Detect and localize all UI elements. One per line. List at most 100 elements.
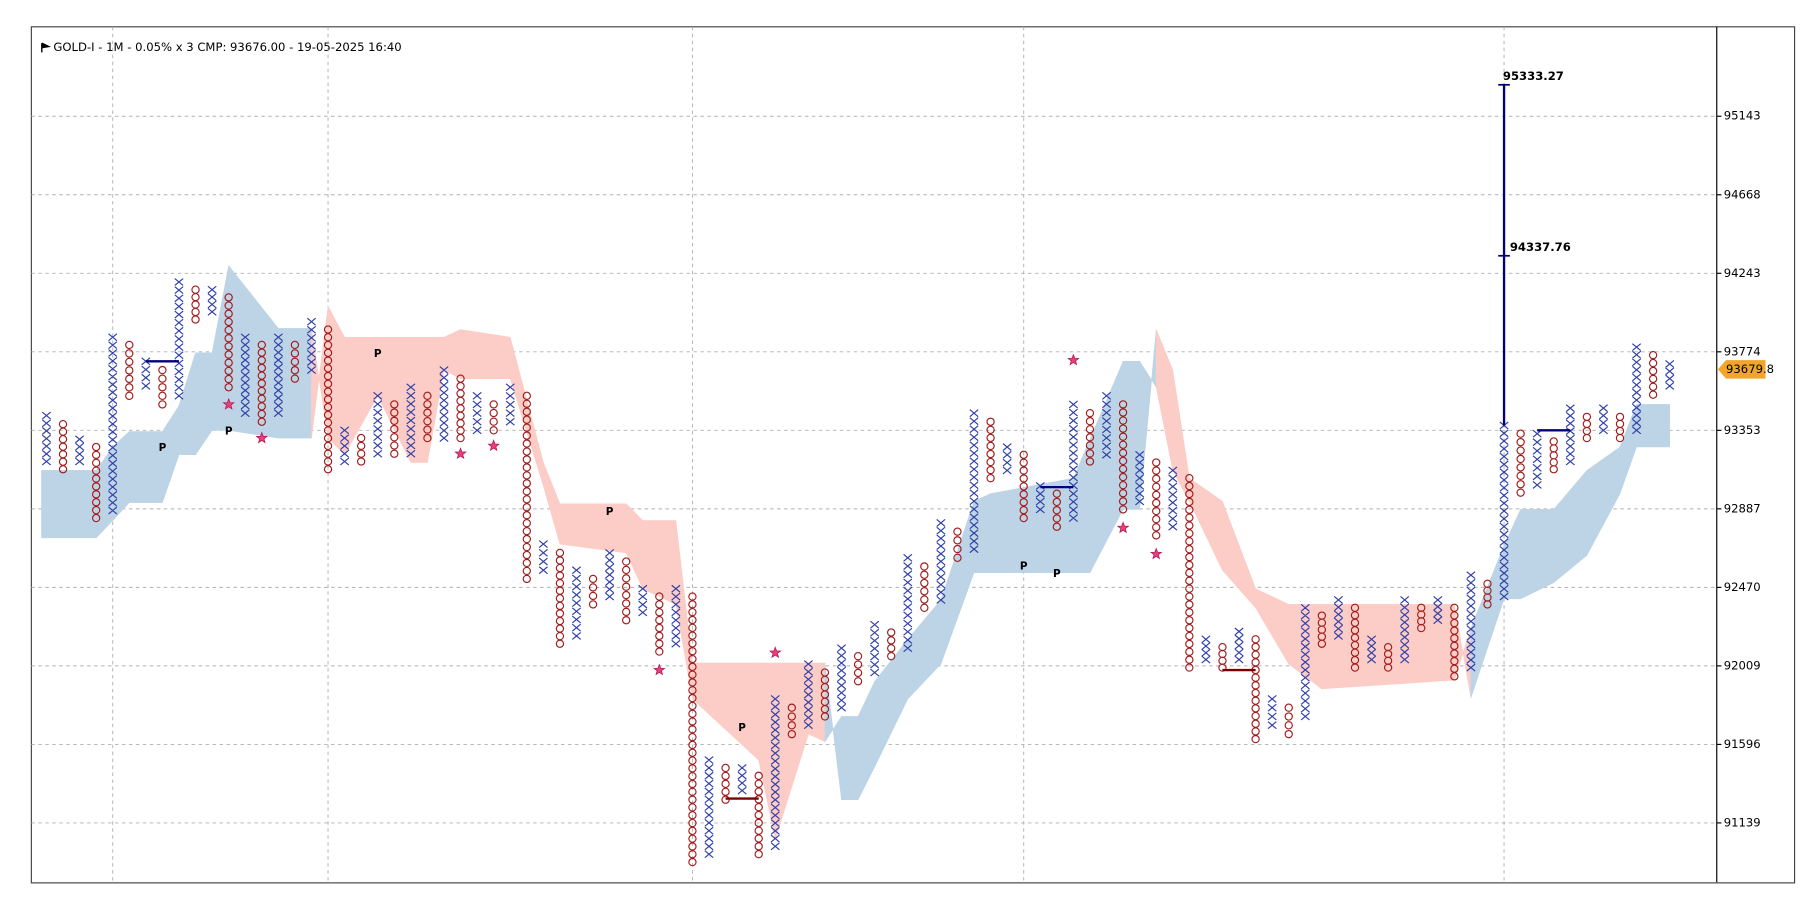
x-column xyxy=(1135,450,1145,506)
y-tick-label: 92887 xyxy=(1724,501,1761,515)
o-column xyxy=(1450,603,1459,681)
pattern-label: P xyxy=(159,442,167,454)
o-column xyxy=(1350,603,1360,672)
o-column xyxy=(588,574,598,609)
y-tick-label: 91139 xyxy=(1724,815,1761,829)
y-tick-label: 91596 xyxy=(1724,737,1761,751)
pattern-label: P xyxy=(1020,560,1028,572)
o-column xyxy=(555,548,565,648)
x-column xyxy=(737,764,747,795)
x-column xyxy=(803,660,813,730)
o-column xyxy=(257,340,266,426)
x-column xyxy=(870,620,880,677)
x-column xyxy=(1002,443,1012,475)
x-column xyxy=(1665,360,1675,390)
x-column xyxy=(340,426,350,466)
x-column xyxy=(770,695,780,851)
cloud-segment xyxy=(443,329,461,380)
y-tick-label: 92470 xyxy=(1724,580,1761,594)
x-column xyxy=(373,391,383,458)
o-column xyxy=(1185,474,1194,672)
cloud-segment xyxy=(973,493,991,573)
x-column xyxy=(1466,571,1476,672)
x-column xyxy=(240,333,250,418)
pattern-label: P xyxy=(606,506,614,518)
x-column xyxy=(969,409,979,554)
o-column xyxy=(356,433,366,466)
title-icon xyxy=(41,42,52,53)
star-marker xyxy=(222,397,235,410)
cloud-segment xyxy=(128,431,163,503)
star-marker xyxy=(1150,547,1163,560)
pattern-label: P xyxy=(738,722,746,734)
cloud-segment xyxy=(990,477,1074,573)
o-column xyxy=(787,703,797,739)
x-column xyxy=(1234,627,1244,664)
o-column xyxy=(1516,429,1525,497)
o-column xyxy=(953,527,962,562)
x-column xyxy=(505,383,515,426)
x-column xyxy=(1333,596,1343,640)
x-column xyxy=(638,584,648,617)
x-column xyxy=(1532,429,1542,489)
o-column xyxy=(125,340,134,400)
x-column xyxy=(936,519,946,604)
x-column xyxy=(903,553,913,653)
star-marker xyxy=(255,431,268,444)
o-column xyxy=(1019,450,1028,523)
pattern-label: P xyxy=(374,348,382,360)
frame xyxy=(30,26,1796,884)
o-column xyxy=(1251,635,1260,744)
o-column xyxy=(1417,603,1426,633)
cloud-segment xyxy=(460,329,511,379)
o-column xyxy=(887,628,896,661)
x-column xyxy=(1433,596,1443,625)
x-column xyxy=(75,435,85,466)
chart-title: GOLD-I - 1M - 0.05% x 3 CMP: 93676.00 - … xyxy=(53,40,401,54)
cloud-segment xyxy=(841,716,859,801)
projection-label: 95333.27 xyxy=(1503,69,1564,83)
x-column xyxy=(605,548,615,601)
y-tick-label: 95143 xyxy=(1724,109,1761,123)
x-column xyxy=(406,383,416,458)
o-column xyxy=(522,391,531,584)
cloud-segment xyxy=(278,328,312,439)
pattern-label: P xyxy=(225,426,233,438)
x-column xyxy=(1168,466,1178,531)
o-column xyxy=(655,592,664,656)
cloud-segment xyxy=(559,503,627,554)
cloud-segment xyxy=(41,470,97,539)
x-column xyxy=(538,540,548,575)
x-column xyxy=(836,644,847,712)
o-column xyxy=(1152,458,1161,540)
y-tick-label: 93353 xyxy=(1724,423,1761,437)
o-column xyxy=(721,763,730,804)
o-column xyxy=(456,374,465,443)
x-column xyxy=(472,391,482,435)
x-column xyxy=(1068,400,1078,523)
x-column xyxy=(671,584,681,648)
star-marker xyxy=(653,663,666,676)
x-column xyxy=(1400,596,1410,664)
star-marker xyxy=(769,646,782,659)
o-column xyxy=(1284,703,1293,739)
o-column xyxy=(1317,611,1327,648)
pattern-label: P xyxy=(1053,568,1061,580)
o-column xyxy=(91,442,101,523)
o-column xyxy=(688,592,697,867)
x-column xyxy=(108,333,118,515)
star-marker xyxy=(454,447,467,459)
x-column xyxy=(571,566,582,640)
o-column xyxy=(920,562,929,612)
star-marker xyxy=(487,439,500,452)
o-column xyxy=(58,420,68,474)
projection-label: 94337.76 xyxy=(1510,240,1571,254)
x-column xyxy=(1300,603,1310,721)
cloud-segment xyxy=(1636,404,1670,448)
x-column xyxy=(41,411,52,466)
cloud-segment xyxy=(1520,509,1555,600)
o-column xyxy=(1383,642,1393,672)
y-tick-label: 93774 xyxy=(1724,344,1761,358)
x-column xyxy=(704,756,714,859)
